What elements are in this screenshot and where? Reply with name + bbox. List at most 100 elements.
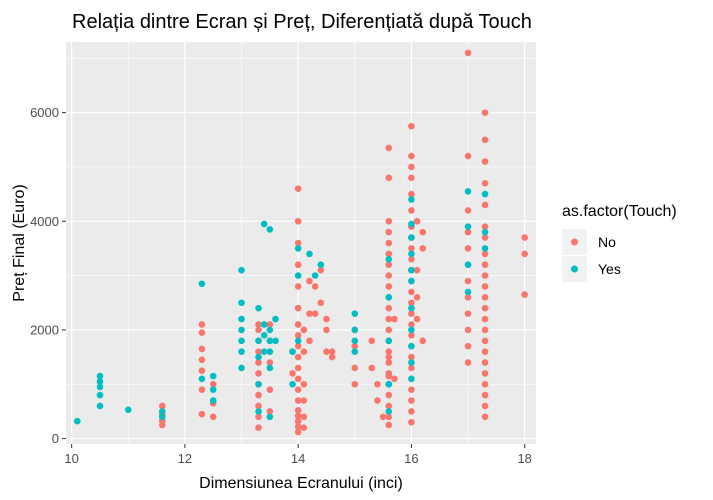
data-point-no: [294, 423, 302, 430]
data-point-yes: [209, 372, 217, 380]
x-tick-label: 12: [178, 451, 192, 466]
data-point-no: [413, 266, 421, 274]
data-point-no: [481, 223, 489, 231]
data-point-no: [300, 424, 308, 432]
data-point-no: [481, 348, 489, 355]
data-point-yes: [408, 266, 415, 274]
data-point-no: [481, 261, 489, 269]
data-point-no: [408, 310, 415, 317]
y-tick-label: 4000: [30, 214, 59, 229]
data-point-no: [385, 304, 393, 312]
data-point-yes: [74, 417, 81, 425]
legend-label-no: No: [598, 234, 616, 250]
data-point-no: [385, 353, 393, 361]
data-point-yes: [464, 188, 472, 195]
data-point-no: [198, 410, 206, 418]
data-point-no: [198, 329, 206, 336]
data-point-no: [408, 207, 415, 214]
data-point-no: [328, 348, 336, 355]
data-point-no: [368, 364, 376, 372]
data-point-no: [385, 326, 393, 334]
data-point-no: [255, 402, 262, 410]
data-point-yes: [266, 364, 274, 372]
data-point-yes: [209, 386, 217, 393]
x-axis: 10 12 14 16 18: [64, 444, 532, 466]
data-point-yes: [385, 380, 393, 388]
data-point-no: [294, 342, 302, 350]
data-point-no: [385, 413, 393, 421]
data-point-no: [385, 217, 393, 225]
data-point-yes: [96, 378, 104, 385]
data-point-no: [385, 261, 393, 269]
data-point-no: [385, 391, 393, 399]
data-point-no: [464, 49, 472, 57]
data-point-yes: [408, 304, 415, 312]
data-point-no: [413, 294, 421, 301]
data-point-no: [481, 391, 489, 399]
data-point-no: [255, 348, 262, 355]
data-point-no: [464, 342, 472, 350]
data-point-no: [481, 109, 489, 116]
data-point-no: [481, 370, 489, 377]
data-point-yes: [238, 315, 245, 323]
data-point-yes: [464, 223, 472, 231]
data-point-no: [294, 417, 302, 425]
data-point-no: [198, 345, 206, 353]
data-point-yes: [408, 234, 415, 241]
data-point-no: [408, 386, 415, 393]
data-point-no: [408, 190, 415, 198]
data-point-no: [294, 304, 302, 312]
data-point-no: [464, 326, 472, 334]
data-point-yes: [266, 413, 274, 421]
data-point-no: [408, 152, 415, 160]
data-point-yes: [385, 337, 393, 345]
data-point-yes: [464, 288, 472, 296]
data-point-yes: [255, 408, 262, 415]
data-point-no: [481, 158, 489, 165]
data-point-no: [198, 386, 206, 393]
data-point-no: [300, 348, 308, 355]
data-point-yes: [272, 337, 279, 345]
data-point-no: [481, 402, 489, 410]
data-point-no: [481, 315, 489, 323]
data-point-no: [311, 283, 319, 290]
data-point-no: [464, 359, 472, 366]
data-point-no: [385, 421, 393, 429]
data-point-no: [351, 342, 359, 350]
data-point-yes: [96, 383, 104, 391]
data-point-yes: [260, 348, 268, 355]
legend-label-yes: Yes: [598, 261, 621, 277]
data-point-no: [294, 283, 302, 290]
data-point-no: [481, 283, 489, 290]
data-point-no: [391, 375, 398, 383]
data-point-no: [328, 353, 336, 361]
data-point-no: [323, 315, 330, 323]
data-point-yes: [351, 337, 359, 345]
data-point-yes: [96, 402, 104, 410]
data-point-no: [391, 315, 398, 323]
data-point-no: [300, 380, 308, 388]
data-point-no: [408, 332, 415, 339]
data-point-no: [413, 315, 421, 323]
data-point-no: [481, 304, 489, 312]
data-point-no: [481, 337, 489, 345]
x-axis-title: Dimensiunea Ecranului (inci): [199, 475, 403, 492]
data-point-yes: [158, 408, 166, 415]
data-point-no: [408, 364, 415, 372]
data-point-yes: [351, 310, 359, 317]
data-point-no: [408, 353, 415, 361]
data-point-yes: [289, 348, 296, 355]
data-point-no: [385, 272, 393, 279]
data-point-no: [209, 413, 217, 421]
data-point-yes: [238, 326, 245, 334]
data-point-no: [300, 326, 308, 334]
data-point-yes: [255, 304, 262, 312]
data-point-no: [266, 321, 274, 328]
data-point-no: [481, 380, 489, 388]
data-point-no: [289, 370, 296, 377]
data-point-no: [306, 277, 313, 285]
data-point-no: [481, 359, 489, 366]
data-point-no: [385, 359, 393, 366]
data-point-yes: [385, 255, 393, 263]
